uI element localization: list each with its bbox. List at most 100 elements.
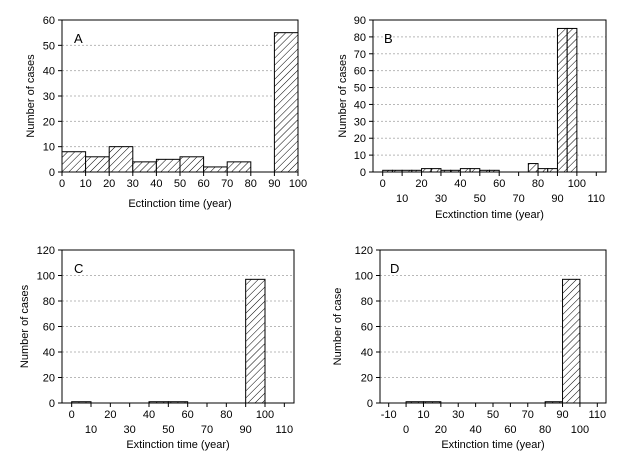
chart-panel-c: 0204060801001200102030405060708090100110… — [19, 245, 295, 451]
x-tick-label: 0 — [380, 178, 386, 190]
bar — [527, 163, 539, 173]
y-tick-label: 120 — [37, 245, 55, 257]
bar — [537, 168, 549, 173]
y-tick-label: 30 — [354, 116, 366, 128]
y-tick-label: 20 — [43, 373, 55, 385]
y-tick-label: 50 — [354, 83, 366, 95]
y-tick-label: 60 — [43, 15, 55, 27]
panel-label: D — [390, 261, 399, 276]
x-tick-label: 80 — [220, 409, 232, 421]
x-tick-label: -10 — [381, 409, 397, 421]
y-tick-label: 10 — [43, 142, 55, 154]
x-tick-label: 20 — [415, 178, 427, 190]
x-tick-label: 50 — [162, 424, 174, 436]
chart-panel-d: 020406080100120-100102030405060708090100… — [332, 245, 607, 451]
bar — [61, 151, 87, 173]
x-tick-label: 10 — [85, 424, 97, 436]
y-tick-label: 50 — [43, 40, 55, 52]
panel-label: B — [384, 31, 393, 46]
x-axis-title: Extinction time (year) — [441, 439, 544, 451]
x-tick-label: 70 — [221, 178, 233, 190]
x-tick-label: 20 — [104, 409, 116, 421]
y-tick-label: 10 — [354, 150, 366, 162]
bar — [179, 156, 205, 173]
x-tick-label: 70 — [201, 424, 213, 436]
bar — [469, 168, 481, 173]
bar — [566, 27, 578, 173]
bar — [203, 166, 228, 173]
y-tick-label: 30 — [43, 91, 55, 103]
x-tick-label: 30 — [435, 193, 447, 205]
x-tick-label: 70 — [522, 409, 534, 421]
x-tick-label: 110 — [588, 193, 606, 205]
x-tick-label: 50 — [174, 178, 186, 190]
bar — [132, 161, 157, 173]
x-tick-label: 10 — [396, 193, 408, 205]
x-tick-label: 30 — [124, 424, 136, 436]
chart-panel-a: 0 10 20 30 40 50 60 0 10 20 30 40 50 60 70 80 90 100 A Ecti… — [25, 15, 307, 210]
y-tick-label: 0 — [49, 398, 55, 410]
y-tick-label: 0 — [367, 398, 373, 410]
x-tick-label: 80 — [532, 178, 544, 190]
y-tick-label: 80 — [361, 296, 373, 308]
x-tick-label: 20 — [103, 178, 115, 190]
y-tick-label: 60 — [43, 322, 55, 334]
y-tick-label: 70 — [354, 49, 366, 61]
y-tick-label: 40 — [361, 347, 373, 359]
y-tick-label: 60 — [354, 66, 366, 78]
bar — [226, 161, 252, 173]
bar — [459, 168, 471, 173]
y-tick-label: 40 — [354, 99, 366, 111]
x-tick-label: 110 — [276, 424, 294, 436]
x-axis-title: Ectinction time (year) — [128, 198, 231, 210]
x-tick-label: 30 — [127, 178, 139, 190]
y-tick-label: 80 — [43, 296, 55, 308]
y-tick-label: 0 — [360, 167, 366, 179]
y-tick-label: 60 — [361, 322, 373, 334]
x-tick-label: 40 — [454, 178, 466, 190]
x-tick-label: 110 — [589, 409, 607, 421]
x-tick-label: 100 — [256, 409, 274, 421]
bar — [273, 32, 299, 173]
x-tick-label: 100 — [571, 424, 589, 436]
y-tick-label: 0 — [49, 167, 55, 179]
y-tick-label: 20 — [354, 133, 366, 145]
x-tick-label: 60 — [493, 178, 505, 190]
bar — [547, 168, 558, 173]
x-tick-label: 100 — [568, 178, 586, 190]
x-tick-label: 40 — [469, 424, 481, 436]
bar — [562, 278, 581, 404]
x-tick-label: 70 — [513, 193, 525, 205]
y-tick-label: 40 — [43, 347, 55, 359]
y-axis-title: Number of cases — [337, 54, 349, 138]
x-axis-title: Extinction time (year) — [126, 439, 229, 451]
x-tick-label: 60 — [182, 409, 194, 421]
x-tick-label: 90 — [556, 409, 568, 421]
x-tick-label: 0 — [69, 409, 75, 421]
bar — [108, 146, 134, 173]
x-tick-label: 20 — [435, 424, 447, 436]
plot-frame — [372, 19, 607, 173]
x-tick-label: 90 — [240, 424, 252, 436]
bar — [430, 168, 442, 173]
bar — [556, 27, 568, 173]
panel-label: A — [74, 31, 83, 46]
bar — [421, 168, 432, 173]
y-axis-title: Number of case — [332, 288, 344, 366]
x-tick-label: 60 — [504, 424, 516, 436]
x-tick-label: 0 — [59, 178, 65, 190]
x-tick-label: 60 — [197, 178, 209, 190]
panel-label: C — [74, 261, 83, 276]
x-tick-label: 40 — [143, 409, 155, 421]
x-tick-label: 90 — [268, 178, 280, 190]
x-tick-label: 90 — [551, 193, 563, 205]
y-tick-label: 40 — [43, 66, 55, 78]
y-tick-label: 120 — [355, 245, 373, 257]
x-tick-label: 30 — [452, 409, 464, 421]
bar — [155, 158, 181, 173]
y-axis-title: Number of cases — [25, 54, 37, 138]
y-tick-label: 20 — [43, 116, 55, 128]
x-tick-label: 40 — [150, 178, 162, 190]
